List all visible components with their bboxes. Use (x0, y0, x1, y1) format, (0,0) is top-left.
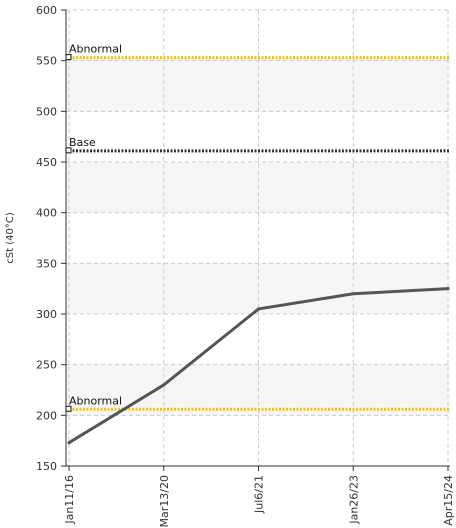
tick-labels: 150 200 250 300 350 400 450 500 550 600 Jan11/16 Ma… (36, 4, 455, 527)
y-tick-label: 550 (36, 55, 57, 68)
x-tick-label: Jul6/21 (253, 475, 266, 514)
y-tick-label: 150 (36, 460, 57, 473)
x-tick-label: Apr15/24 (442, 475, 455, 526)
data-point (257, 307, 260, 311)
reference-marker (65, 405, 72, 412)
data-point (351, 292, 355, 296)
x-tick-label: Mar13/20 (158, 475, 171, 527)
y-tick-label: 350 (36, 257, 57, 270)
y-tick-label: 300 (36, 308, 57, 321)
axes (61, 9, 450, 471)
y-tick-label: 450 (36, 156, 57, 169)
reference-label: Abnormal (69, 43, 122, 56)
data-series (67, 287, 450, 445)
reference-marker (65, 54, 72, 61)
y-tick-label: 600 (36, 4, 57, 17)
reference-marker (65, 147, 72, 154)
reference-label: Abnormal (69, 394, 122, 407)
y-tick-label: 250 (36, 359, 57, 372)
y-tick-label: 400 (36, 207, 57, 220)
y-tick-label: 200 (36, 409, 57, 422)
reference-lines: Abnormal Base Abnormal (65, 43, 450, 412)
data-point (67, 441, 71, 445)
reference-label: Base (69, 136, 96, 149)
data-point (162, 383, 166, 387)
y-tick-label: 500 (36, 105, 57, 118)
data-point (446, 287, 450, 291)
y-axis-title: cSt (40°C) (5, 212, 16, 264)
x-tick-label: Jan11/16 (63, 475, 76, 525)
x-tick-label: Jan26/23 (347, 475, 360, 525)
